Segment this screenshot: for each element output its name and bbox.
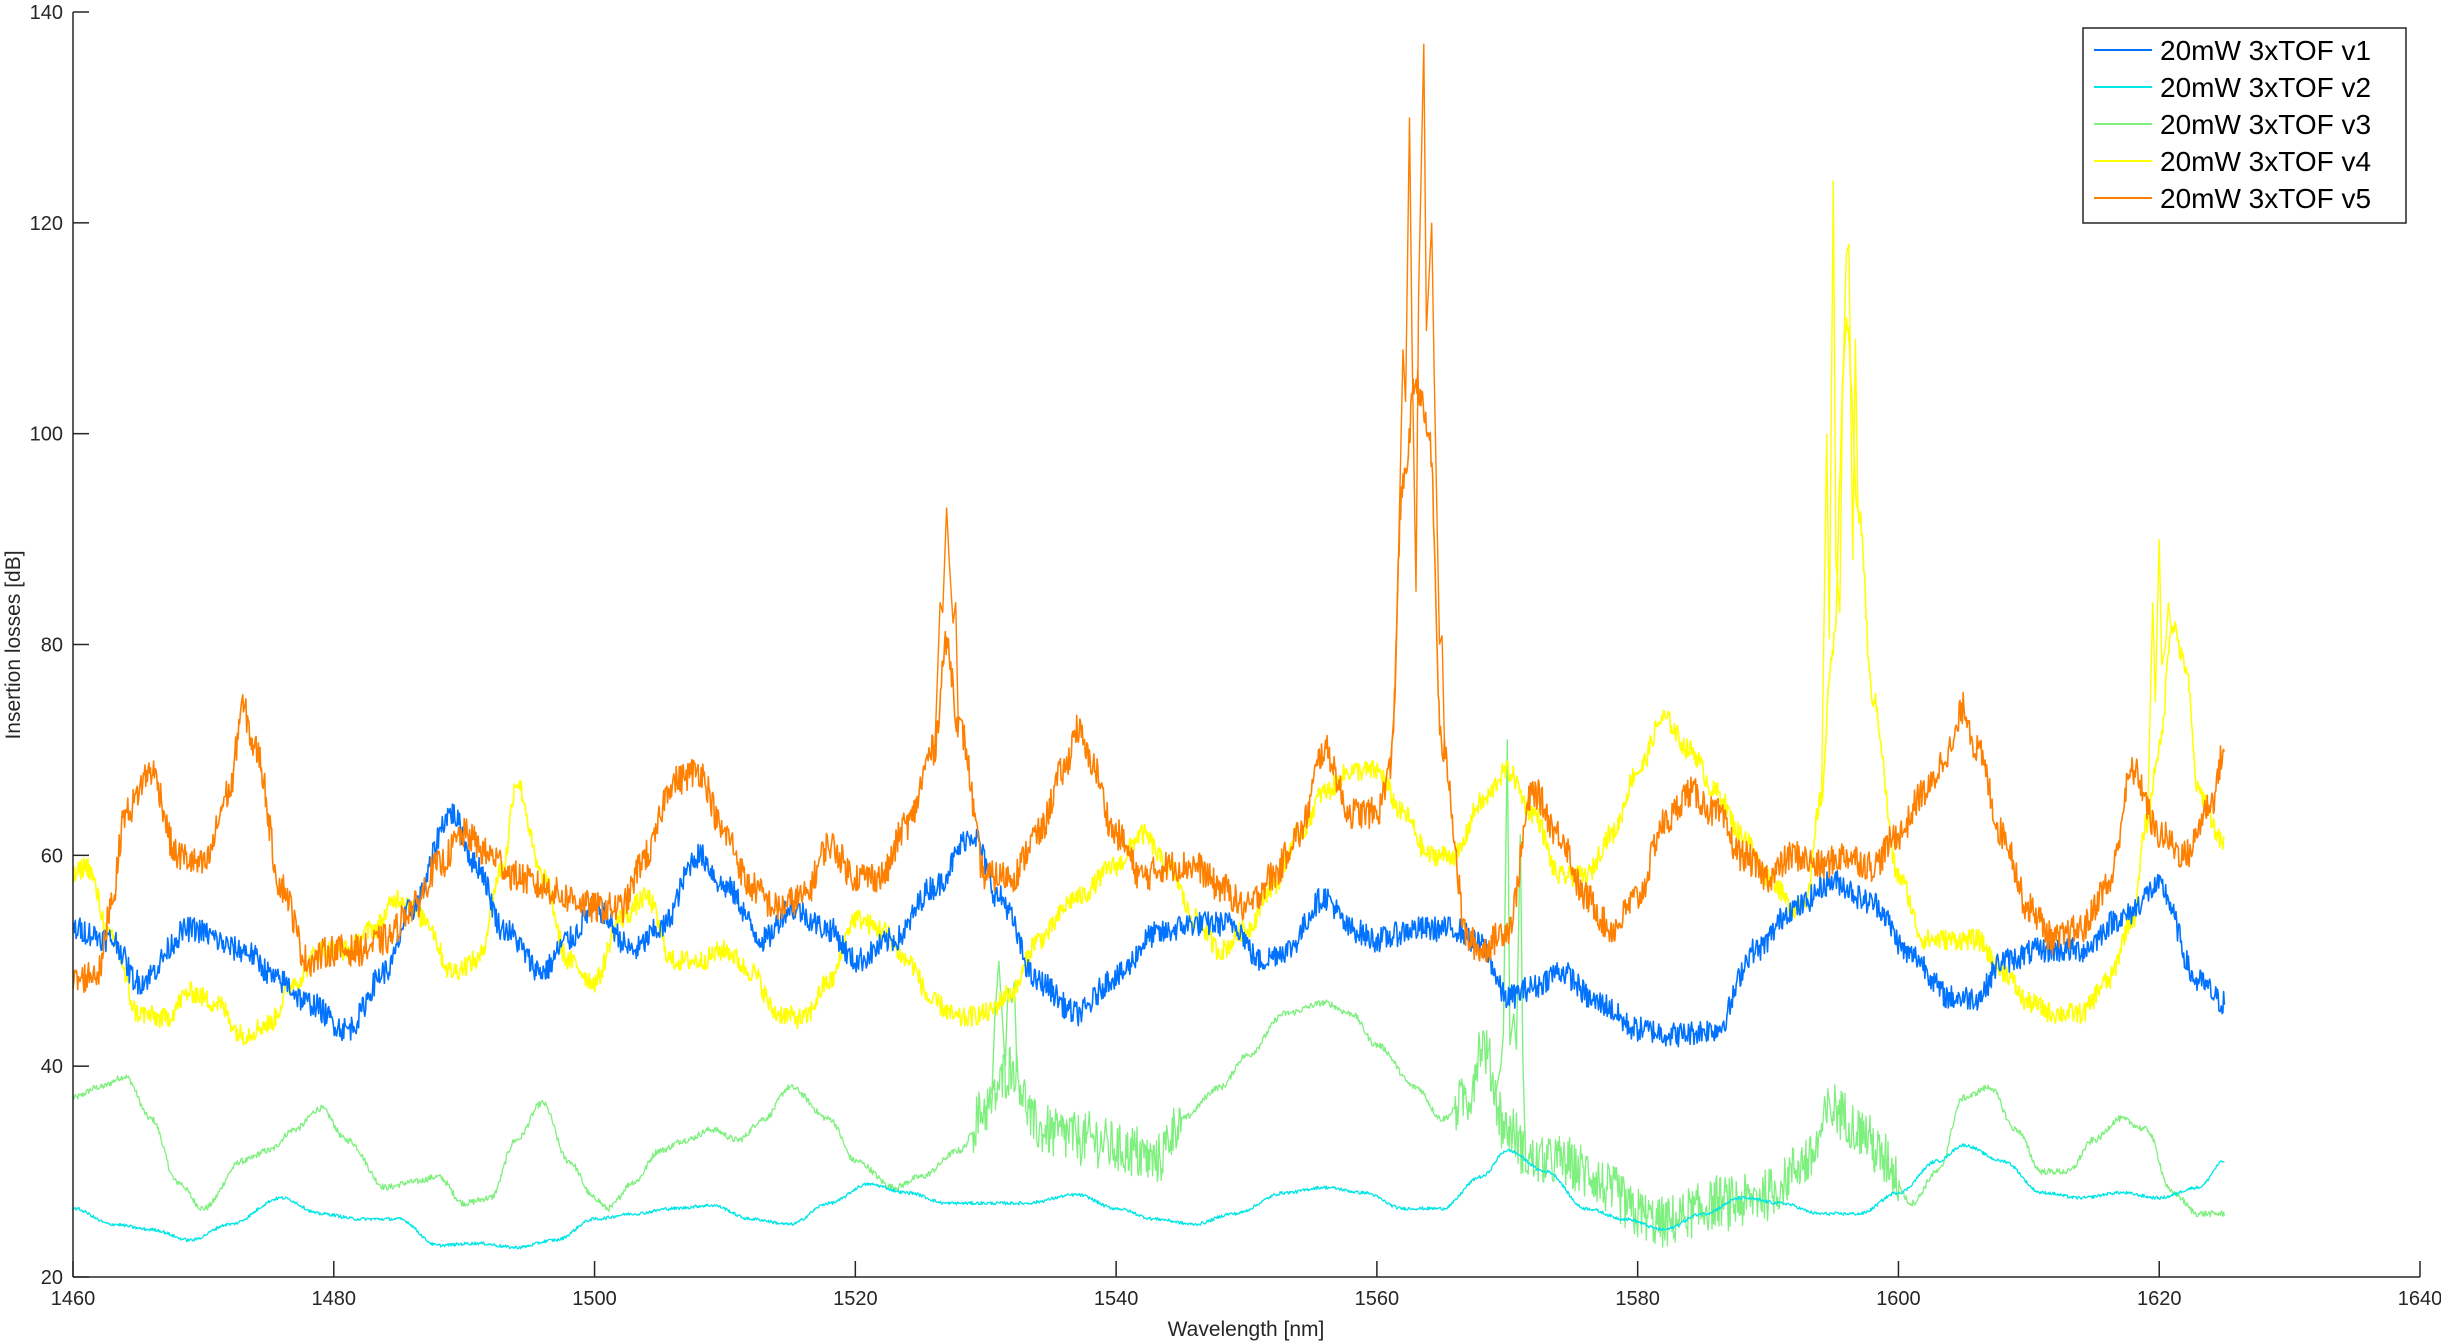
series-line-2 [72, 1143, 2225, 1250]
y-tick-label: 20 [41, 1267, 63, 1289]
x-tick-label: 1600 [1876, 1288, 1921, 1310]
series-peak-3 [1494, 739, 1527, 1155]
series-line-3 [72, 999, 2226, 1248]
x-axis-label: Wavelength [nm] [1168, 1318, 1325, 1341]
y-tick-label: 140 [30, 2, 63, 24]
series-peak-4 [1820, 180, 1859, 799]
legend-label: 20mW 3xTOF v4 [2160, 146, 2371, 177]
series-line-5 [72, 368, 2226, 994]
x-tick-label: 1480 [312, 1288, 357, 1310]
y-axis-label: Insertion losses [dB] [2, 550, 25, 739]
y-tick-label: 80 [41, 635, 63, 657]
x-ticks: 1460 1480 1500 1520 1540 1560 1580 1600 1620 1640 [51, 1261, 2441, 1310]
series-line-4 [72, 317, 2226, 1046]
x-tick-label: 1620 [2137, 1288, 2182, 1310]
y-tick-label: 40 [41, 1056, 63, 1078]
x-tick-label: 1580 [1615, 1288, 1660, 1310]
y-tick-label: 120 [30, 213, 63, 235]
series-peak-5 [934, 507, 959, 748]
legend-label: 20mW 3xTOF v3 [2160, 109, 2371, 140]
x-tick-label: 1540 [1094, 1288, 1139, 1310]
series-peak-4 [2146, 539, 2172, 822]
legend-label: 20mW 3xTOF v1 [2160, 35, 2371, 66]
legend: 20mW 3xTOF v1 20mW 3xTOF v2 20mW 3xTOF v3 2… [2082, 27, 2407, 224]
x-tick-label: 1460 [51, 1288, 96, 1310]
x-tick-label: 1520 [833, 1288, 878, 1310]
y-tick-label: 100 [30, 424, 63, 446]
legend-label: 20mW 3xTOF v2 [2160, 72, 2371, 103]
y-tick-label: 60 [41, 845, 63, 867]
plot-area [73, 12, 2420, 1277]
legend-label: 20mW 3xTOF v5 [2160, 183, 2371, 214]
x-tick-label: 1640 [2398, 1288, 2441, 1310]
x-tick-label: 1560 [1355, 1288, 1400, 1310]
x-tick-label: 1500 [572, 1288, 617, 1310]
series-layer [72, 43, 2226, 1250]
y-ticks: 20 40 60 80 100 120 140 [30, 2, 89, 1289]
series-peak-5 [1389, 43, 1446, 772]
legend-box [2082, 27, 2407, 224]
